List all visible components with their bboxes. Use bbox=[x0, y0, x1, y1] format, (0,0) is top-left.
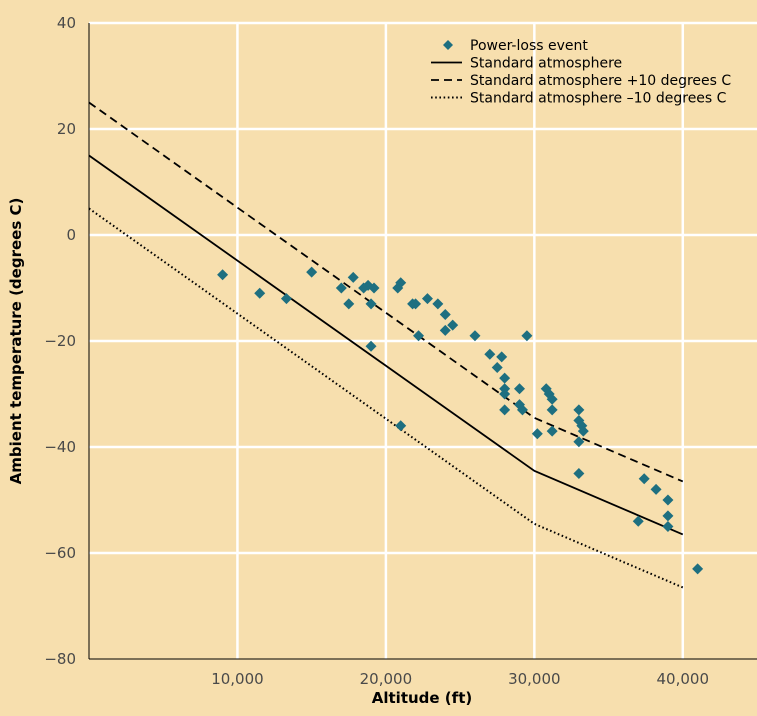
data-point bbox=[395, 277, 407, 289]
data-point bbox=[499, 372, 511, 384]
data-point bbox=[432, 298, 444, 310]
data-point bbox=[650, 483, 662, 495]
data-point bbox=[499, 383, 511, 395]
data-point bbox=[513, 383, 525, 395]
data-point bbox=[546, 393, 558, 405]
data-point bbox=[499, 404, 511, 416]
data-point bbox=[484, 348, 496, 360]
y-tick-label: −40 bbox=[44, 438, 76, 456]
tick-labels: 10,000 20,000 30,000 40,000 40 20 0 −20 −40 −60 −8… bbox=[44, 14, 709, 688]
data-point bbox=[343, 298, 355, 310]
data-point bbox=[638, 473, 650, 485]
legend-marker bbox=[443, 40, 453, 50]
x-tick-label: 30,000 bbox=[508, 670, 561, 688]
data-point bbox=[573, 404, 585, 416]
data-points bbox=[217, 266, 704, 575]
data-point bbox=[577, 425, 589, 437]
data-point bbox=[413, 330, 425, 342]
data-point bbox=[573, 468, 585, 479]
y-tick-label: 20 bbox=[57, 120, 76, 138]
data-point bbox=[662, 510, 674, 522]
data-point bbox=[421, 293, 433, 305]
legend-label: Standard atmosphere bbox=[470, 56, 622, 72]
line-solid bbox=[88, 154, 684, 536]
line-dashed bbox=[88, 101, 684, 483]
data-point bbox=[347, 271, 359, 283]
axes bbox=[88, 23, 757, 660]
line-dotted bbox=[88, 207, 684, 589]
data-point bbox=[662, 494, 674, 506]
data-point bbox=[306, 266, 318, 278]
data-point bbox=[662, 521, 674, 532]
x-axis-label: Altitude (ft) bbox=[372, 689, 472, 707]
data-point bbox=[531, 428, 543, 440]
legend-label: Standard atmosphere –10 degrees C bbox=[470, 91, 727, 107]
y-tick-label: −20 bbox=[44, 332, 76, 350]
data-point bbox=[217, 269, 229, 281]
y-tick-label: −60 bbox=[44, 544, 76, 562]
data-point bbox=[410, 298, 422, 310]
x-tick-label: 40,000 bbox=[657, 670, 710, 688]
data-point bbox=[516, 404, 528, 416]
x-tick-label: 20,000 bbox=[360, 670, 413, 688]
data-point bbox=[368, 282, 380, 294]
x-tick-label: 10,000 bbox=[211, 670, 264, 688]
data-point bbox=[280, 293, 292, 305]
data-point bbox=[439, 324, 451, 336]
y-tick-label: 0 bbox=[66, 226, 76, 244]
data-point bbox=[439, 309, 451, 320]
y-axis-label: Ambient temperature (degrees C) bbox=[7, 198, 25, 485]
data-point bbox=[496, 351, 508, 363]
legend-label: Power-loss event bbox=[470, 38, 588, 54]
data-point bbox=[521, 330, 533, 342]
data-point bbox=[395, 420, 407, 432]
data-point bbox=[546, 425, 558, 437]
grid bbox=[89, 21, 757, 659]
y-tick-label: −80 bbox=[44, 650, 76, 668]
data-point bbox=[692, 563, 704, 575]
data-point bbox=[632, 515, 644, 527]
data-point bbox=[546, 404, 558, 416]
y-tick-label: 40 bbox=[57, 14, 76, 32]
legend-label: Standard atmosphere +10 degrees C bbox=[470, 73, 731, 89]
data-point bbox=[365, 340, 377, 352]
reference-lines bbox=[88, 101, 684, 589]
data-point bbox=[335, 282, 347, 294]
data-point bbox=[365, 298, 377, 310]
data-point bbox=[491, 362, 503, 373]
data-point bbox=[573, 436, 585, 448]
data-point bbox=[469, 330, 481, 342]
data-point bbox=[254, 287, 266, 299]
data-point bbox=[447, 319, 459, 331]
